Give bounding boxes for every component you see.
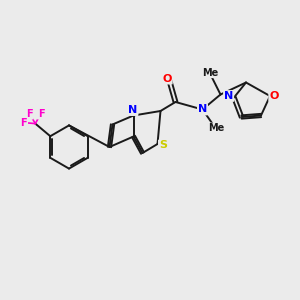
Text: Me: Me	[208, 123, 224, 133]
Text: O: O	[162, 74, 172, 84]
Text: N: N	[128, 105, 137, 115]
Text: F: F	[38, 109, 44, 119]
Text: S: S	[159, 140, 167, 151]
Text: N: N	[224, 91, 233, 101]
Text: O: O	[269, 91, 279, 101]
Text: N: N	[198, 104, 207, 115]
Text: Me: Me	[202, 68, 218, 78]
Text: F: F	[26, 109, 33, 119]
Text: F: F	[21, 118, 27, 128]
